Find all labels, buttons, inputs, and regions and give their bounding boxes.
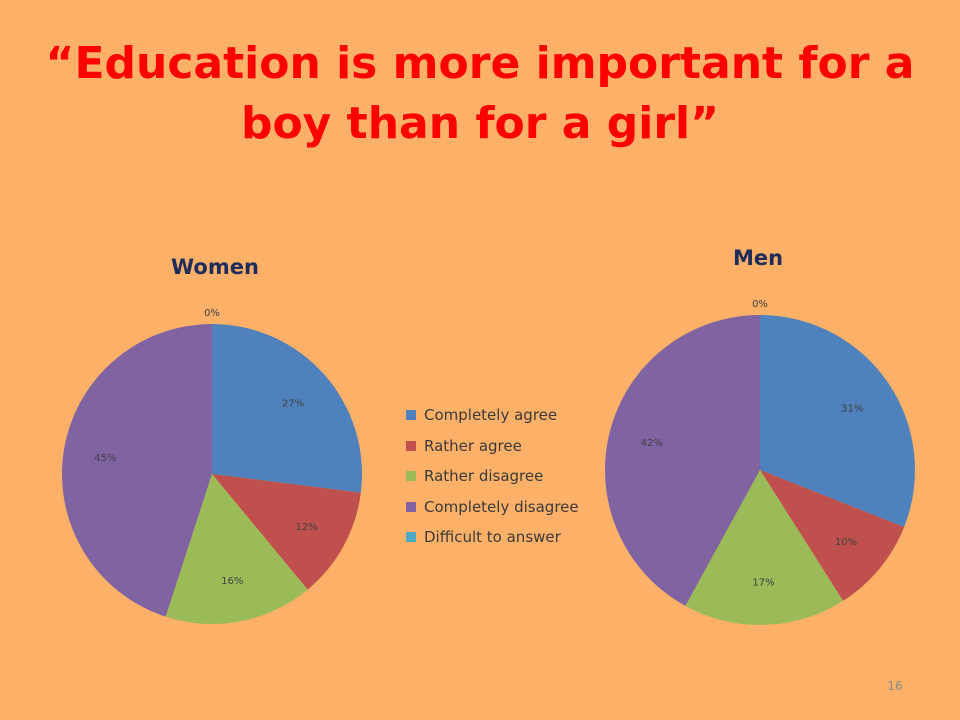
- men-label-rather-agree: 10%: [835, 537, 857, 548]
- legend-label: Completely agree: [424, 406, 558, 425]
- women-slice-rather-disagree: [165, 474, 308, 624]
- page-number: 16: [887, 679, 903, 693]
- men-slice-rather-disagree: [685, 470, 844, 625]
- legend-item: Completely agree: [406, 400, 579, 431]
- legend-item: Completely disagree: [406, 492, 579, 523]
- legend-swatch: [406, 410, 416, 421]
- men-label-rather-disagree: 17%: [752, 578, 774, 589]
- men-label-difficult-to-answer: 0%: [752, 299, 768, 310]
- legend-swatch: [406, 532, 416, 543]
- legend-swatch: [406, 471, 416, 482]
- women-slice-completely-disagree: [62, 324, 213, 617]
- women-label-rather-disagree: 16%: [221, 576, 243, 587]
- men-slice-rather-agree: [760, 470, 905, 601]
- slide-title: “Education is more important for a boy t…: [45, 38, 915, 149]
- women-label-rather-agree: 12%: [296, 522, 318, 533]
- men-label-completely-disagree: 42%: [641, 438, 663, 449]
- legend-label: Completely disagree: [424, 497, 579, 516]
- women-slice-rather-agree: [212, 474, 361, 590]
- legend-swatch: [406, 501, 416, 512]
- legend-label: Difficult to answer: [424, 528, 561, 547]
- legend-item: Difficult to answer: [406, 522, 579, 553]
- men-slice-completely-disagree: [605, 315, 760, 606]
- women-label-completely-disagree: 45%: [94, 453, 116, 464]
- legend-label: Rather agree: [424, 436, 522, 455]
- legend-item: Rather agree: [406, 431, 579, 462]
- legend-item: Rather disagree: [406, 461, 579, 492]
- men-slice-completely-agree: [760, 315, 915, 528]
- women-slice-completely-agree: [212, 324, 362, 493]
- legend-label: Rather disagree: [424, 467, 544, 486]
- men-label-completely-agree: 31%: [841, 403, 863, 414]
- women-label-completely-agree: 27%: [282, 399, 304, 410]
- chart-title-men: Men: [733, 246, 784, 270]
- women-label-difficult-to-answer: 0%: [204, 308, 220, 319]
- chart-title-women: Women: [171, 255, 259, 279]
- chart-legend: Completely agree Rather agree Rather disag…: [406, 400, 579, 553]
- legend-swatch: [406, 440, 416, 451]
